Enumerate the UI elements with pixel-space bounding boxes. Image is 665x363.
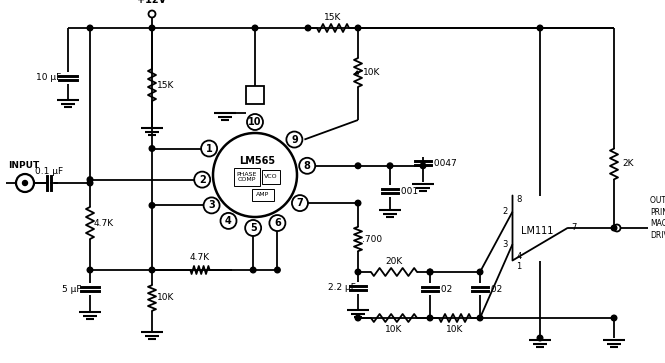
Circle shape: [16, 174, 34, 192]
Text: 2: 2: [502, 207, 507, 216]
Text: 10K: 10K: [446, 326, 464, 334]
Text: 8: 8: [304, 161, 311, 171]
Circle shape: [305, 25, 311, 31]
Circle shape: [299, 158, 315, 174]
Circle shape: [427, 269, 433, 275]
Circle shape: [387, 163, 393, 168]
Text: 9: 9: [291, 135, 298, 144]
Text: 15K: 15K: [325, 13, 342, 23]
Circle shape: [252, 25, 258, 31]
Circle shape: [269, 215, 285, 231]
Circle shape: [213, 133, 297, 217]
Text: VCO: VCO: [264, 175, 278, 179]
Text: 7: 7: [297, 198, 303, 208]
Circle shape: [87, 25, 93, 31]
FancyBboxPatch shape: [246, 86, 264, 104]
Text: OUTPUT TO
PRINTER
MAGNET
DRIVER: OUTPUT TO PRINTER MAGNET DRIVER: [650, 196, 665, 240]
Circle shape: [275, 267, 280, 273]
FancyBboxPatch shape: [262, 170, 280, 184]
Text: 8: 8: [517, 195, 522, 204]
Text: 2.2 μF: 2.2 μF: [328, 284, 356, 293]
Circle shape: [355, 163, 361, 168]
Circle shape: [537, 335, 543, 341]
Text: 10: 10: [248, 117, 262, 127]
Circle shape: [355, 25, 361, 31]
Text: .700: .700: [362, 234, 382, 244]
Circle shape: [614, 224, 620, 232]
Circle shape: [245, 220, 261, 236]
Circle shape: [427, 315, 433, 321]
Text: 5: 5: [250, 223, 257, 233]
Text: .02: .02: [488, 285, 502, 294]
Text: INPUT: INPUT: [8, 160, 39, 170]
Text: 1: 1: [205, 143, 213, 154]
Text: 7: 7: [571, 224, 577, 232]
Circle shape: [148, 11, 156, 17]
Circle shape: [292, 195, 308, 211]
Text: .0047: .0047: [431, 159, 457, 167]
Text: 6: 6: [274, 218, 281, 228]
Circle shape: [23, 180, 27, 185]
Circle shape: [611, 315, 617, 321]
Text: +12V: +12V: [138, 0, 166, 5]
Circle shape: [477, 269, 483, 275]
FancyBboxPatch shape: [234, 168, 260, 186]
Circle shape: [420, 163, 426, 168]
Circle shape: [87, 177, 93, 183]
Text: 20K: 20K: [386, 257, 402, 265]
Circle shape: [355, 315, 361, 321]
Circle shape: [355, 200, 361, 206]
Text: .02: .02: [438, 285, 452, 294]
Circle shape: [203, 197, 219, 213]
Circle shape: [247, 114, 263, 130]
Circle shape: [427, 269, 433, 275]
Text: 2K: 2K: [622, 159, 634, 168]
Text: 10K: 10K: [158, 294, 175, 302]
Text: .001: .001: [398, 187, 418, 196]
Text: 4.7K: 4.7K: [94, 219, 114, 228]
Circle shape: [250, 267, 256, 273]
Text: 5 μF: 5 μF: [62, 285, 82, 294]
Circle shape: [87, 267, 93, 273]
Circle shape: [149, 25, 155, 31]
Circle shape: [611, 225, 617, 231]
Circle shape: [87, 180, 93, 186]
Circle shape: [537, 25, 543, 31]
Text: 0.1 μF: 0.1 μF: [35, 167, 63, 175]
Circle shape: [201, 140, 217, 156]
Text: PHASE
COMP: PHASE COMP: [237, 172, 257, 182]
Circle shape: [149, 146, 155, 151]
Text: 3: 3: [208, 200, 215, 211]
Text: 4: 4: [517, 252, 522, 261]
Circle shape: [149, 267, 155, 273]
Text: 2: 2: [199, 175, 205, 185]
Circle shape: [221, 213, 237, 229]
FancyBboxPatch shape: [252, 189, 274, 201]
Text: AMP: AMP: [257, 192, 269, 197]
Text: 3: 3: [502, 240, 507, 249]
Text: LM565: LM565: [239, 156, 275, 166]
Text: 10K: 10K: [385, 326, 403, 334]
Circle shape: [477, 315, 483, 321]
Text: 15K: 15K: [158, 81, 175, 90]
Text: LM111: LM111: [521, 226, 553, 236]
Circle shape: [355, 269, 361, 275]
Circle shape: [149, 203, 155, 208]
Text: 10 μF: 10 μF: [36, 73, 61, 82]
Text: 4.7K: 4.7K: [190, 253, 210, 262]
Text: 1: 1: [517, 262, 522, 271]
Circle shape: [287, 131, 303, 147]
Circle shape: [194, 172, 210, 188]
Text: 10K: 10K: [363, 68, 380, 77]
Text: 4: 4: [225, 216, 232, 226]
